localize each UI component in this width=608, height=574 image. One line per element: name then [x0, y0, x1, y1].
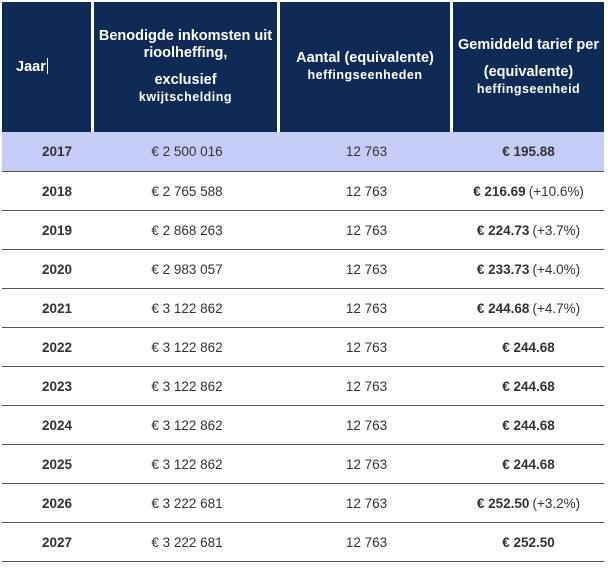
rate-change: (+4.7%) — [532, 300, 581, 316]
cell-income: € 2 765 588 — [94, 172, 280, 211]
table-row: 2019 € 2 868 263 12 763 € 224.73 (+3.7%) — [2, 211, 604, 250]
table-body: 2017 € 2 500 016 12 763 € 195.88 2018 € 2 765… — [2, 132, 604, 562]
cell-income: € 2 500 016 — [94, 132, 280, 172]
cell-year: 2017 — [2, 132, 94, 172]
cell-year: 2022 — [2, 328, 94, 367]
rate-value: € 252.50 — [502, 534, 555, 550]
cell-rate: € 244.68 — [453, 445, 604, 484]
cell-year: 2023 — [2, 367, 94, 406]
rate-change: (+10.6%) — [528, 183, 584, 199]
cell-units: 12 763 — [280, 250, 453, 289]
table-header: Jaar Benodigde inkomsten uit rioolheffin… — [2, 2, 604, 132]
header-year: Jaar — [2, 2, 94, 132]
cell-units: 12 763 — [280, 523, 453, 562]
cell-units: 12 763 — [280, 328, 453, 367]
cell-rate: € 252.50 (+3.2%) — [453, 484, 604, 523]
header-income-line3: kwijtschelding — [138, 90, 233, 104]
cell-rate: € 195.88 — [453, 132, 604, 172]
cell-rate: € 216.69 (+10.6%) — [453, 172, 604, 211]
rate-value: € 216.69 — [473, 183, 526, 199]
cell-units: 12 763 — [280, 484, 453, 523]
rate-change: (+3.7%) — [532, 222, 581, 238]
cell-year: 2019 — [2, 211, 94, 250]
header-rate: Gemiddeld tarief per (equivalente) heffi… — [453, 2, 604, 132]
rate-value: € 244.68 — [502, 417, 555, 433]
header-units-line1: Aantal (equivalente) — [296, 50, 434, 66]
table-row: 2027 € 3 222 681 12 763 € 252.50 — [2, 523, 604, 562]
cell-rate: € 244.68 (+4.7%) — [453, 289, 604, 328]
header-units: Aantal (equivalente) heffingseenheden — [280, 2, 453, 132]
cell-year: 2020 — [2, 250, 94, 289]
cell-units: 12 763 — [280, 367, 453, 406]
table-row: 2017 € 2 500 016 12 763 € 195.88 — [2, 132, 604, 172]
rate-value: € 233.73 — [476, 261, 530, 277]
header-rate-line1: Gemiddeld tarief per — [457, 36, 599, 53]
cell-units: 12 763 — [280, 132, 453, 172]
header-income-line1: Benodigde inkomsten uit rioolheffing, — [98, 28, 273, 61]
rate-value: € 244.68 — [502, 378, 555, 394]
cell-units: 12 763 — [280, 172, 453, 211]
cell-year: 2027 — [2, 523, 94, 562]
table-row: 2021 € 3 122 862 12 763 € 244.68 (+4.7%) — [2, 289, 604, 328]
table-row: 2025 € 3 122 862 12 763 € 244.68 — [2, 445, 604, 484]
rate-value: € 195.88 — [502, 144, 555, 159]
cell-income: € 3 122 862 — [94, 328, 280, 367]
table-row: 2023 € 3 122 862 12 763 € 244.68 — [2, 367, 604, 406]
table-row: 2026 € 3 222 681 12 763 € 252.50 (+3.2%) — [2, 484, 604, 523]
header-income: Benodigde inkomsten uit rioolheffing, ex… — [94, 2, 280, 132]
cell-rate: € 244.68 — [453, 406, 604, 445]
cell-income: € 3 122 862 — [94, 367, 280, 406]
cell-year: 2024 — [2, 406, 94, 445]
rate-change: (+4.0%) — [532, 261, 581, 277]
header-income-line2: exclusief — [154, 72, 217, 88]
header-rate-line3: heffingseenheid — [476, 81, 581, 96]
text-cursor — [46, 58, 48, 74]
rate-value: € 252.50 — [476, 495, 530, 511]
cell-year: 2018 — [2, 172, 94, 211]
cell-income: € 3 222 681 — [94, 523, 280, 562]
header-rate-line2: (equivalente) — [483, 63, 574, 80]
rate-value: € 244.68 — [502, 339, 555, 355]
table-row: 2022 € 3 122 862 12 763 € 244.68 — [2, 328, 604, 367]
cell-income: € 2 868 263 — [94, 211, 280, 250]
header-year-label: Jaar — [16, 59, 46, 75]
cell-income: € 2 983 057 — [94, 250, 280, 289]
cell-year: 2021 — [2, 289, 94, 328]
rate-value: € 244.68 — [502, 456, 555, 472]
rioolheffing-table: Jaar Benodigde inkomsten uit rioolheffin… — [2, 2, 604, 562]
rate-change: (+3.2%) — [532, 495, 581, 511]
cell-income: € 3 122 862 — [94, 406, 280, 445]
cell-rate: € 244.68 — [453, 367, 604, 406]
cell-units: 12 763 — [280, 406, 453, 445]
rate-value: € 224.73 — [476, 222, 530, 238]
cell-units: 12 763 — [280, 289, 453, 328]
cell-units: 12 763 — [280, 445, 453, 484]
cell-rate: € 224.73 (+3.7%) — [453, 211, 604, 250]
cell-income: € 3 122 862 — [94, 445, 280, 484]
table-row: 2020 € 2 983 057 12 763 € 233.73 (+4.0%) — [2, 250, 604, 289]
header-units-line2: heffingseenheden — [307, 68, 423, 82]
cell-year: 2026 — [2, 484, 94, 523]
cell-rate: € 244.68 — [453, 328, 604, 367]
rate-value: € 244.68 — [476, 300, 530, 316]
cell-rate: € 252.50 — [453, 523, 604, 562]
table-row: 2024 € 3 122 862 12 763 € 244.68 — [2, 406, 604, 445]
table-row: 2018 € 2 765 588 12 763 € 216.69 (+10.6%) — [2, 172, 604, 211]
cell-units: 12 763 — [280, 211, 453, 250]
cell-income: € 3 222 681 — [94, 484, 280, 523]
cell-rate: € 233.73 (+4.0%) — [453, 250, 604, 289]
cell-income: € 3 122 862 — [94, 289, 280, 328]
header-row: Jaar Benodigde inkomsten uit rioolheffin… — [2, 2, 604, 132]
cell-year: 2025 — [2, 445, 94, 484]
